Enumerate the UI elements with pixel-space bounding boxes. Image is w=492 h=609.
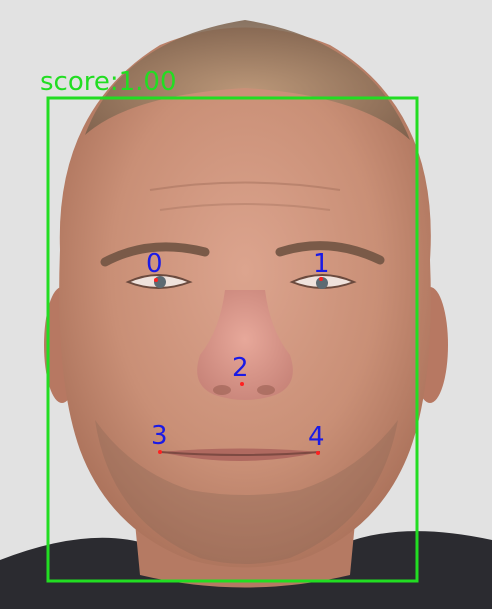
- stubble: [95, 420, 398, 564]
- landmark-label-1: 1: [313, 249, 330, 279]
- forehead-wrinkle: [159, 203, 331, 211]
- right-eyebrow: [100, 242, 210, 267]
- lip-line: [159, 451, 321, 456]
- landmark-label-0: 0: [146, 249, 163, 279]
- landmark-label-4: 4: [308, 422, 325, 452]
- landmark-point-mouth-left: [316, 451, 320, 455]
- nose: [197, 290, 293, 400]
- right-nostril: [213, 385, 231, 395]
- forehead-wrinkle: [149, 181, 341, 191]
- left-nostril: [257, 385, 275, 395]
- landmark-point-mouth-right: [158, 450, 162, 454]
- landmark-label-3: 3: [151, 421, 168, 451]
- landmark-label-2: 2: [232, 353, 249, 383]
- detection-score-label: score:1.00: [40, 67, 177, 97]
- hair: [85, 20, 410, 140]
- left-eyebrow: [275, 241, 385, 265]
- landmark-point-right-eye: [154, 278, 158, 282]
- landmark-point-left-eye: [319, 277, 323, 281]
- face-bounding-box: [46, 96, 419, 583]
- left-iris: [316, 277, 328, 289]
- landmark-point-nose-tip: [240, 382, 244, 386]
- landmark-group: 0 1 2 3 4: [146, 249, 330, 455]
